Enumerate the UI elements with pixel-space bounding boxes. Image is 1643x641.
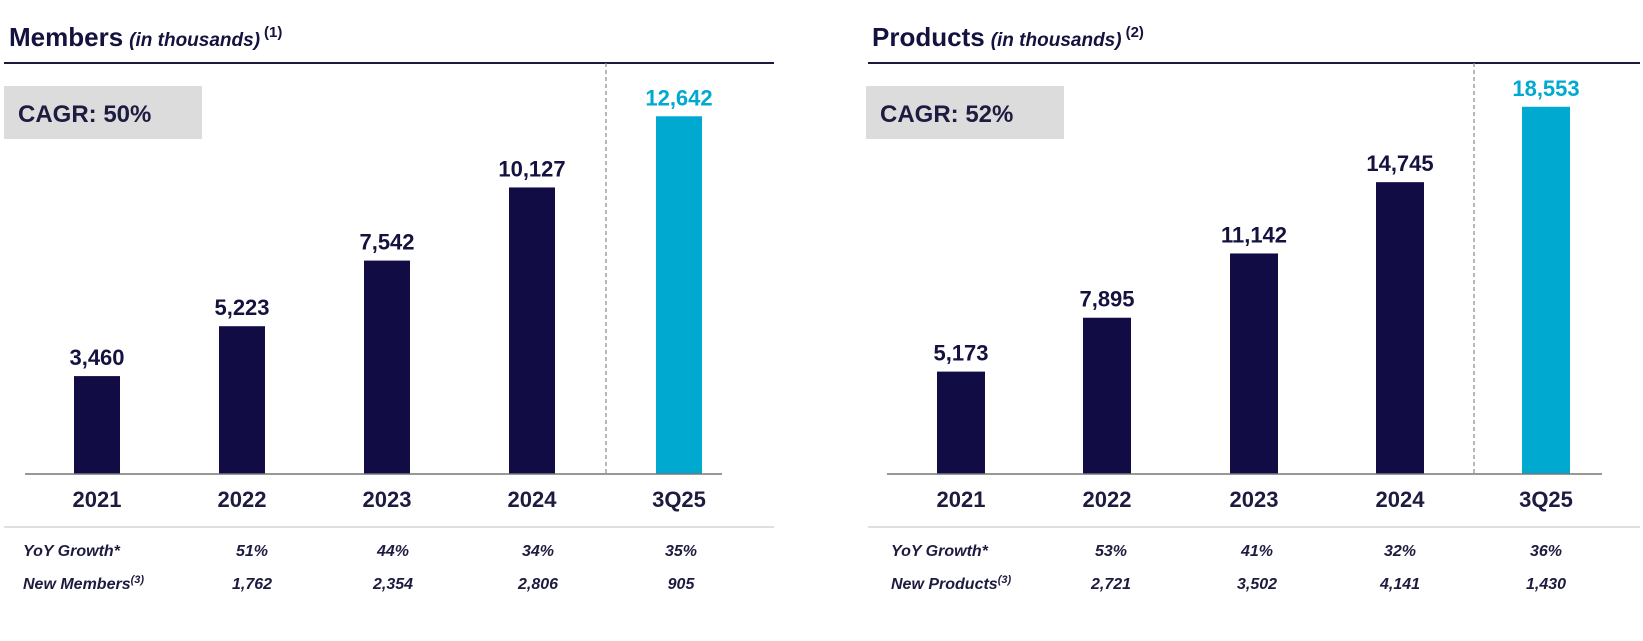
row-value: 4,141: [1379, 576, 1420, 593]
x-tick-label: 2023: [363, 487, 412, 512]
x-tick-label: 2021: [937, 487, 986, 512]
bar-2023: [364, 260, 410, 474]
bar-2021: [937, 371, 985, 474]
value-label: 5,173: [933, 341, 988, 366]
cagr-label: CAGR: 52%: [880, 101, 1013, 128]
cagr-box: [866, 86, 1064, 139]
row-label: New Members(3): [23, 574, 144, 593]
row-value: 35%: [665, 543, 697, 560]
row-value: 44%: [376, 543, 409, 560]
chart-title-main: Products: [872, 22, 985, 52]
row-value: 53%: [1095, 543, 1127, 560]
chart-title-footnote: (2): [1126, 24, 1144, 41]
chart-panel-products: Products (in thousands) (2) CAGR: 52% 5,173 2…: [866, 22, 1640, 593]
x-tick-label: 3Q25: [1519, 487, 1573, 512]
x-tick-label: 2022: [218, 487, 267, 512]
value-label: 14,745: [1366, 151, 1433, 176]
row-label-footnote: (3): [131, 574, 145, 586]
chart-title: Members (in thousands) (1): [9, 22, 282, 52]
row-label: YoY Growth*: [891, 543, 989, 560]
bar-2024: [509, 187, 555, 474]
row-value: 1,430: [1526, 576, 1566, 593]
row-label: New Products(3): [891, 574, 1011, 593]
bar-2024: [1376, 182, 1424, 475]
chart-title-subtitle: (in thousands): [129, 30, 260, 51]
x-tick-label: 2024: [1376, 487, 1426, 512]
row-value: 3,502: [1237, 576, 1277, 593]
bar-3q25: [656, 116, 702, 474]
row-value: 36%: [1530, 543, 1562, 560]
row-value: 41%: [1240, 543, 1273, 560]
row-value: 2,354: [372, 576, 413, 593]
row-value: 1,762: [232, 576, 272, 593]
chart-title-footnote: (1): [264, 24, 282, 41]
x-tick-label: 2023: [1230, 487, 1279, 512]
row-value: 34%: [522, 543, 554, 560]
row-value: 2,721: [1090, 576, 1131, 593]
bar-2022: [1083, 317, 1131, 474]
bar-2022: [219, 326, 265, 474]
x-tick-label: 2021: [73, 487, 122, 512]
value-label: 5,223: [214, 295, 269, 320]
bar-3q25: [1522, 106, 1570, 474]
chart-panel-members: Members (in thousands) (1) CAGR: 50% 3,460 20…: [4, 22, 774, 593]
chart-title-subtitle: (in thousands): [991, 30, 1122, 51]
value-label: 7,895: [1079, 287, 1134, 312]
value-label: 3,460: [69, 345, 124, 370]
row-label: YoY Growth*: [23, 543, 121, 560]
row-label-text: YoY Growth*: [23, 543, 121, 560]
row-value: 905: [668, 576, 696, 593]
x-tick-label: 2024: [508, 487, 558, 512]
x-tick-label: 3Q25: [652, 487, 706, 512]
bar-2021: [74, 376, 120, 474]
value-label: 7,542: [359, 230, 414, 255]
row-label-text: New Members: [23, 576, 131, 593]
x-tick-label: 2022: [1083, 487, 1132, 512]
row-value: 2,806: [517, 576, 558, 593]
row-value: 32%: [1384, 543, 1416, 560]
bar-2023: [1230, 253, 1278, 474]
cagr-label: CAGR: 50%: [18, 101, 151, 128]
row-value: 51%: [236, 543, 268, 560]
value-label: 12,642: [645, 85, 712, 110]
value-label: 18,553: [1512, 76, 1579, 101]
value-label: 11,142: [1221, 222, 1287, 247]
row-label-text: YoY Growth*: [891, 543, 989, 560]
cagr-box: [4, 86, 202, 139]
row-label-text: New Products: [891, 576, 998, 593]
chart-title-main: Members: [9, 22, 123, 52]
row-label-footnote: (3): [998, 574, 1012, 586]
chart-title: Products (in thousands) (2): [872, 22, 1144, 52]
value-label: 10,127: [498, 156, 565, 181]
